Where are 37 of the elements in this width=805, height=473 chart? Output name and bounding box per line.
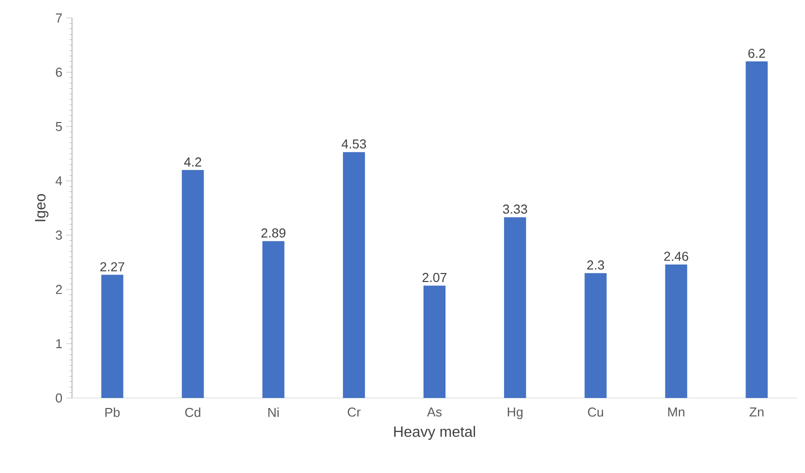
- data-label: 2.89: [261, 228, 286, 238]
- data-label: 2.07: [422, 272, 446, 282]
- x-axis-title: Heavy metal: [394, 426, 475, 440]
- bar: [424, 286, 446, 398]
- data-label: 2.3: [587, 260, 604, 270]
- y-tick-label: 2: [56, 284, 62, 294]
- data-label: 3.33: [502, 204, 528, 214]
- bar: [342, 152, 365, 398]
- data-label: 2.27: [100, 262, 124, 272]
- x-tick-label: Zn: [750, 408, 764, 416]
- x-tick-label: Hg: [508, 408, 523, 420]
- x-tick-label: Pb: [105, 408, 120, 418]
- x-tick-label: Cr: [348, 408, 361, 417]
- data-label: 2.46: [664, 252, 688, 261]
- y-tick-label: 0: [56, 393, 62, 403]
- y-tick-label: 3: [56, 230, 62, 240]
- bar: [665, 264, 688, 398]
- bar: [262, 241, 284, 398]
- bar: [504, 217, 526, 398]
- bar: [746, 61, 768, 398]
- y-tick-label: 1: [56, 339, 62, 348]
- y-axis-title: Igeo: [35, 194, 48, 222]
- x-tick-label: Ni: [268, 408, 279, 417]
- data-label: 4.2: [184, 157, 202, 166]
- y-tick-label: 4: [56, 176, 62, 186]
- y-tick-label: 7: [56, 14, 62, 22]
- data-label: 4.53: [342, 139, 366, 149]
- bar: [584, 273, 607, 398]
- x-tick-label: As: [426, 408, 442, 417]
- bar: [101, 274, 124, 398]
- bar: [182, 170, 204, 398]
- x-tick-label: Mn: [668, 408, 684, 416]
- x-tick-label: Cu: [588, 408, 604, 417]
- data-label: 6.2: [748, 48, 766, 58]
- x-tick-label: Cd: [185, 408, 200, 418]
- y-tick-label: 5: [56, 122, 62, 132]
- y-tick-label: 6: [56, 68, 62, 77]
